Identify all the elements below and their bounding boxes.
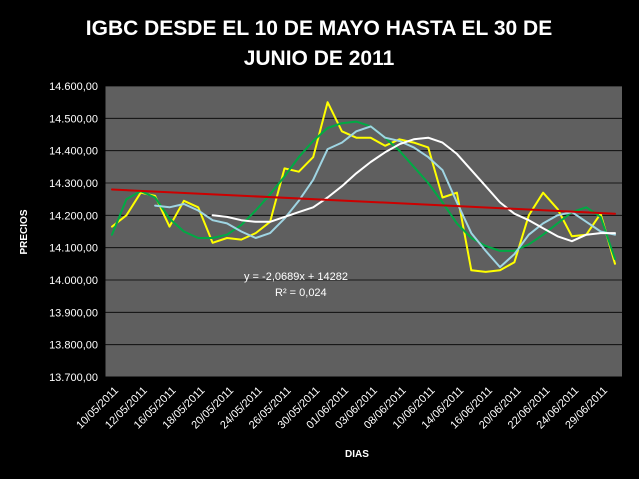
y-tick-label: 14.600,00	[49, 81, 98, 93]
chart-title-line-1: IGBC DESDE EL 10 DE MAYO HASTA EL 30 DE	[86, 17, 552, 40]
y-tick-label: 14.300,00	[49, 178, 98, 190]
y-tick-label: 13.800,00	[49, 340, 98, 352]
x-axis-label: DIAS	[345, 449, 369, 460]
y-axis-label: PRECIOS	[19, 209, 30, 254]
trendline-equation: y = -2,0689x + 14282	[244, 271, 348, 283]
chart-title: IGBC DESDE EL 10 DE MAYO HASTA EL 30 DE …	[86, 17, 552, 70]
y-tick-label: 14.400,00	[49, 146, 98, 158]
chart-title-line-2: JUNIO DE 2011	[244, 47, 395, 70]
series-line-3	[154, 125, 616, 269]
series-line-5	[111, 188, 616, 215]
y-tick-label: 14.200,00	[49, 210, 98, 222]
y-tick-label: 14.100,00	[49, 243, 98, 255]
series-lines	[111, 101, 616, 273]
series-line-1	[111, 101, 616, 273]
y-tick-label: 14.000,00	[49, 275, 98, 287]
trendline-r-squared: R² = 0,024	[275, 287, 327, 299]
plot-area	[105, 86, 622, 377]
gridlines	[104, 85, 622, 378]
y-tick-label: 13.700,00	[49, 372, 98, 384]
series-line-4	[211, 136, 616, 243]
y-tick-label: 14.500,00	[49, 113, 98, 125]
y-tick-label: 13.900,00	[49, 307, 98, 319]
series-line-2	[111, 120, 616, 260]
y-axis-ticks: 13.700,00 13.800,00 13.900,00 14.000,00 14.1…	[49, 81, 98, 384]
